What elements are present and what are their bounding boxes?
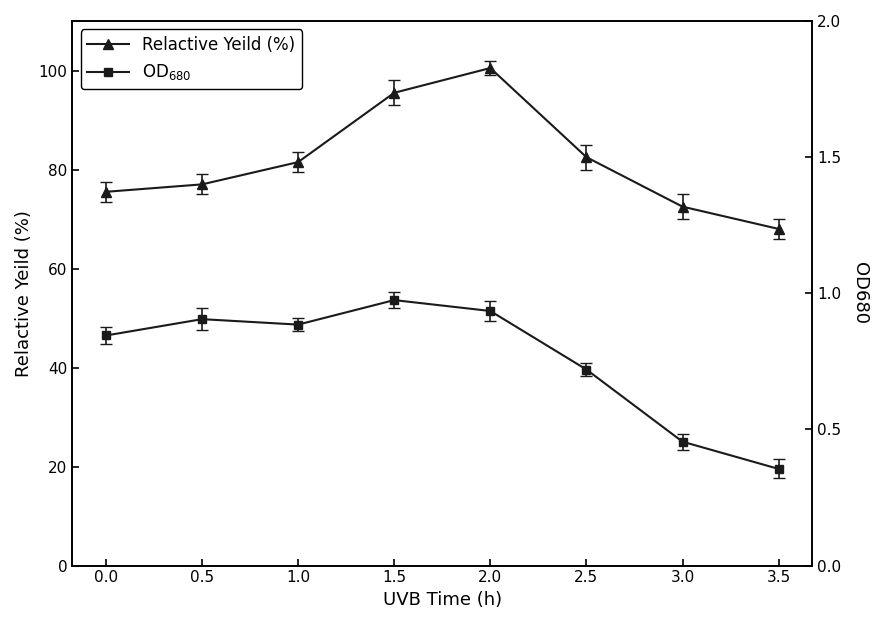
Y-axis label: OD680: OD680 xyxy=(851,262,869,324)
Y-axis label: Relactive Yeild (%): Relactive Yeild (%) xyxy=(15,210,33,377)
Legend: Relactive Yeild (%), OD$_{680}$: Relactive Yeild (%), OD$_{680}$ xyxy=(80,29,302,89)
X-axis label: UVB Time (h): UVB Time (h) xyxy=(383,591,502,609)
